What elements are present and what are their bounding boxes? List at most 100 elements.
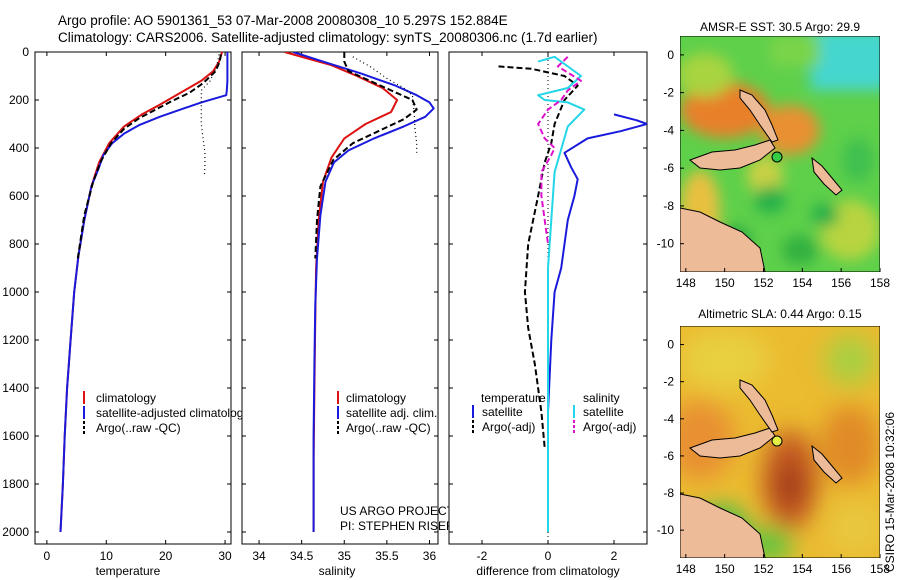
figure-title-line1: Argo profile: AO 5901361_53 07-Mar-2008 …: [58, 13, 508, 28]
legend-label-sal-satellite: satellite: [583, 405, 624, 419]
legend-label-temp-satellite: satellite: [482, 405, 523, 419]
salinity-x-axis: 34 34.5 35 35.5 36: [252, 52, 436, 563]
map-y-tick-label: -6: [663, 161, 674, 175]
map-x-tick-label: 150: [715, 562, 735, 576]
difference-lines: [498, 55, 647, 532]
series-line-argo-raw-qc-: [76, 54, 222, 259]
salinity-axes-frame: [241, 51, 439, 545]
difference-x-axis: -2 0 2: [477, 52, 618, 563]
temperature-lines: [59, 52, 229, 533]
legend-label-argo: Argo(..raw -QC): [96, 421, 181, 435]
argo-location-marker: [771, 435, 783, 447]
sst-map-title: AMSR-E SST: 30.5 Argo: 29.9: [700, 20, 860, 34]
x-tick-label: 0: [545, 549, 552, 563]
temperature-xlabel: temperature: [96, 564, 161, 578]
legend-label-climatology: climatology: [96, 391, 156, 405]
series-line-satellite-adj-clim-: [292, 52, 435, 532]
series-line-salinity-satellite: [537, 55, 586, 532]
salinity-lines: [284, 52, 435, 532]
land-png-mainland: [680, 207, 766, 272]
x-tick-label: 34.5: [290, 549, 314, 563]
x-tick-label: 10: [100, 549, 114, 563]
salinity-depth-ticks: [242, 51, 438, 533]
depth-axis: 0 200 400 600 800 1000 1200 1400 1600 1800 2000: [2, 45, 231, 539]
temperature-axes-frame: [34, 51, 232, 545]
depth-tick-label: 2000: [2, 525, 29, 539]
land-png-mainland: [680, 493, 766, 558]
series-line-temperature-satellite: [547, 113, 647, 532]
map-y-tick-label: -8: [663, 486, 674, 500]
land-new-britain: [688, 139, 776, 171]
depth-tick-label: 1400: [2, 381, 29, 395]
x-tick-label: 0: [44, 549, 51, 563]
land-bougainville: [811, 444, 843, 484]
series-line-argo-raw-qc-: [314, 52, 418, 259]
map-x-tick-label: 156: [831, 562, 851, 576]
depth-tick-label: 1800: [2, 477, 29, 491]
depth-tick-label: 200: [9, 93, 29, 107]
pi-annotation: PI: STEPHEN RISER: [340, 519, 455, 533]
x-tick-label: -2: [477, 549, 488, 563]
project-annotation: US ARGO PROJECT: [340, 504, 455, 518]
map-y-tick-label: -8: [663, 199, 674, 213]
map-x-tick-label: 148: [676, 562, 696, 576]
depth-tick-label: 400: [9, 141, 29, 155]
x-tick-label: 30: [218, 549, 232, 563]
land-bougainville: [811, 156, 843, 196]
sst-map-field: [680, 36, 880, 272]
difference-legend: temperature satellite Argo(-adj) salinit…: [472, 391, 636, 434]
difference-panel: -2 0 2 difference from climatology tempera…: [448, 51, 648, 578]
map-y-tick-label: -6: [663, 449, 674, 463]
temperature-legend: climatology satellite-adjusted climatolo…: [83, 391, 249, 435]
temperature-x-axis: 0 10 20 30: [44, 52, 232, 563]
map-y-tick-label: 0: [667, 338, 674, 352]
map-x-tick-label: 158: [870, 276, 890, 290]
depth-tick-label: 800: [9, 237, 29, 251]
legend-label-temp-argo: Argo(-adj): [482, 420, 535, 434]
map-x-tick-label: 152: [753, 276, 773, 290]
sla-map-field: [680, 326, 880, 558]
depth-tick-label: 600: [9, 189, 29, 203]
sst-map-axes: 148 150 152 154 156 158 0 -2 -4 -6 -8 -10: [657, 48, 891, 290]
figure-title-line2: Climatology: CARS2006. Satellite-adjuste…: [58, 30, 598, 45]
legend-heading-temperature: temperature: [481, 391, 546, 405]
side-timestamp: CSIRO 15-Mar-2008 10:32:06: [883, 412, 897, 572]
sla-map-axes: 148 150 152 154 156 158 0 -2 -4 -6 -8 -10: [657, 338, 891, 576]
legend-label-sal-argo: Argo(-adj): [583, 420, 636, 434]
x-tick-label: 35: [338, 549, 352, 563]
map-x-tick-label: 154: [792, 276, 812, 290]
series-line-temperature-argo-adj-: [498, 65, 579, 449]
sla-map-panel: Altimetric SLA: 0.44 Argo: 0.15 148 150 15…: [657, 307, 891, 576]
map-y-tick-label: -2: [663, 375, 674, 389]
argo-location-marker: [771, 151, 783, 163]
series-line-raw-dotted: [200, 54, 220, 177]
x-tick-label: 36: [423, 549, 437, 563]
map-y-tick-label: -4: [663, 412, 674, 426]
difference-xlabel: difference from climatology: [476, 564, 619, 578]
difference-depth-ticks: [449, 51, 647, 533]
x-tick-label: 34: [252, 549, 266, 563]
map-x-tick-label: 156: [831, 276, 851, 290]
map-y-tick-label: -2: [663, 86, 674, 100]
map-y-tick-label: -10: [657, 237, 675, 251]
map-y-tick-label: -10: [657, 523, 675, 537]
legend-heading-salinity: salinity: [583, 391, 620, 405]
land-new-ireland: [739, 89, 779, 143]
map-y-tick-label: -4: [663, 123, 674, 137]
depth-tick-label: 1600: [2, 429, 29, 443]
sla-map-title: Altimetric SLA: 0.44 Argo: 0.15: [698, 307, 862, 321]
series-line-salinity-argo-adj-: [537, 56, 582, 245]
map-x-tick-label: 150: [715, 276, 735, 290]
map-x-tick-label: 154: [792, 562, 812, 576]
salinity-legend: climatology satellite adj. clim. Argo(..…: [337, 391, 437, 435]
land-new-ireland: [739, 379, 779, 433]
x-tick-label: 20: [159, 549, 173, 563]
legend-label-satellite: satellite adj. clim.: [346, 406, 437, 420]
map-x-tick-label: 158: [870, 562, 890, 576]
legend-label-climatology: climatology: [346, 391, 406, 405]
x-tick-label: 35.5: [375, 549, 399, 563]
map-x-tick-label: 148: [676, 276, 696, 290]
salinity-panel: 34 34.5 35 35.5 36 salinity climatology sate…: [241, 51, 455, 578]
depth-tick-label: 1200: [2, 333, 29, 347]
